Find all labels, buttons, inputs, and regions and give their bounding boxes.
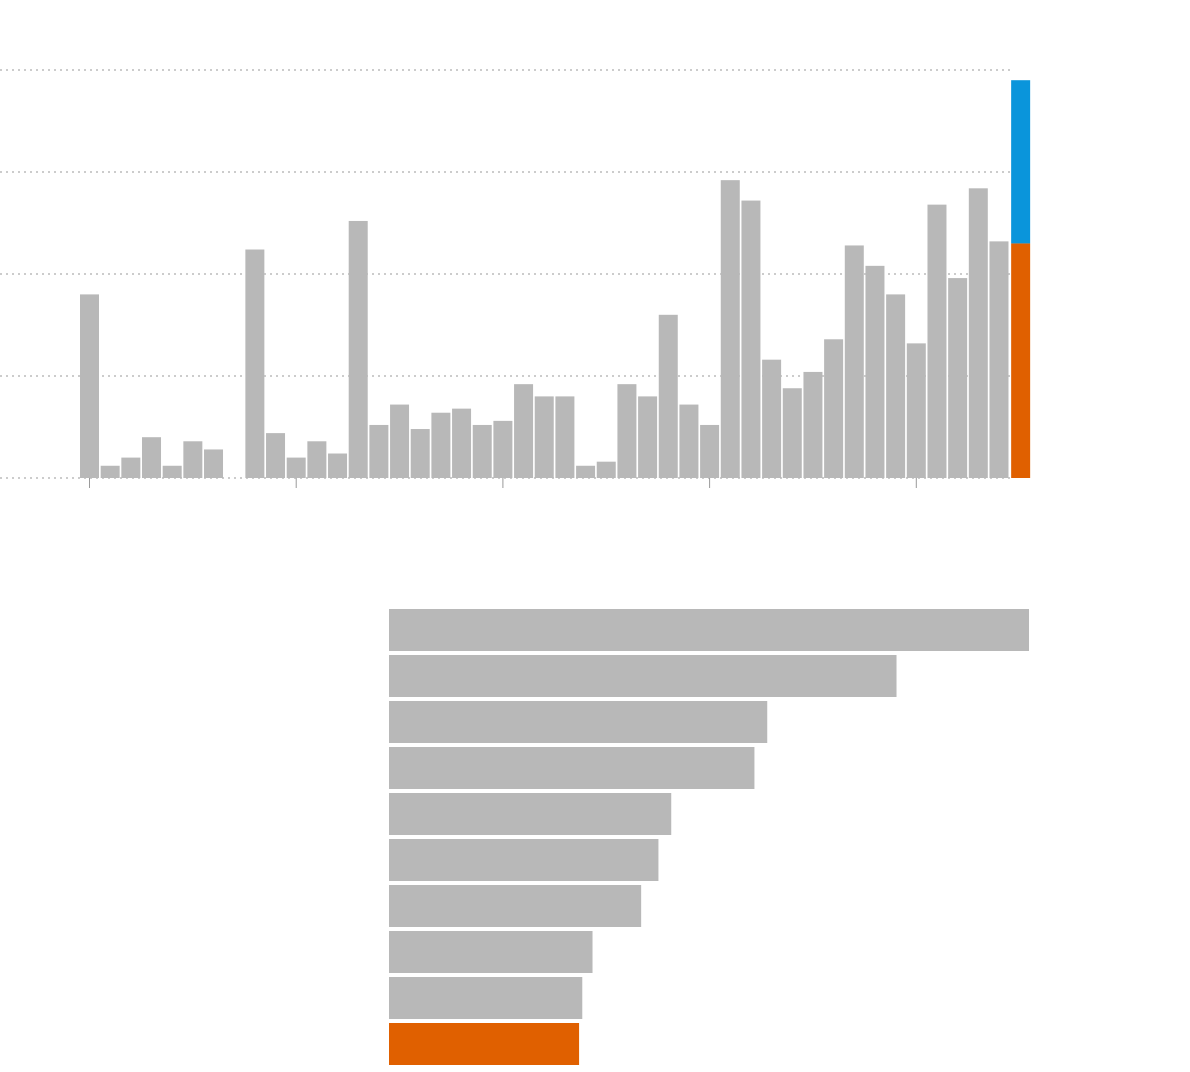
bar-2 (121, 457, 141, 478)
hbar-7 (389, 931, 593, 973)
bar-17 (431, 412, 451, 478)
hbar-3 (389, 747, 755, 789)
vertical-bar-chart (0, 69, 1031, 488)
last-bar-segment-1 (1011, 80, 1031, 244)
bar-32 (741, 200, 761, 478)
bar-3 (142, 437, 162, 478)
bar-37 (844, 245, 864, 478)
bar-42 (948, 278, 968, 478)
bar-40 (906, 343, 926, 478)
bar-10 (286, 457, 306, 478)
bar-28 (658, 314, 678, 478)
bar-4 (162, 465, 182, 478)
bar-21 (514, 384, 534, 478)
bar-33 (762, 359, 782, 478)
hbar-5 (389, 839, 659, 881)
bar-23 (555, 396, 575, 478)
hbar-0 (389, 609, 1029, 651)
bar-1 (100, 465, 120, 478)
bar-6 (204, 449, 224, 478)
bar-16 (410, 429, 430, 478)
bar-25 (596, 461, 616, 478)
bar-31 (720, 180, 740, 478)
bar-36 (824, 339, 844, 478)
bar-14 (369, 424, 389, 478)
hbar-1 (389, 655, 897, 697)
bar-0 (80, 294, 99, 478)
bar-15 (390, 404, 410, 478)
bar-43 (968, 188, 988, 478)
bar-5 (183, 441, 203, 478)
last-bar-segment-0 (1011, 243, 1031, 478)
bar-34 (782, 388, 802, 478)
bar-35 (803, 371, 823, 478)
bar-26 (617, 384, 637, 478)
bar-13 (348, 220, 368, 478)
bar-44 (989, 241, 1009, 478)
bar-20 (493, 420, 513, 478)
horizontal-bar-chart (389, 609, 1029, 1065)
bar-39 (886, 294, 906, 478)
hbar-9 (389, 1023, 580, 1065)
bar-8 (245, 249, 265, 478)
hbar-2 (389, 701, 768, 743)
bar-30 (700, 424, 720, 478)
bar-11 (307, 441, 327, 478)
bar-24 (576, 465, 596, 478)
bar-41 (927, 204, 947, 478)
hbar-6 (389, 885, 642, 927)
bar-18 (452, 408, 472, 478)
bar-22 (534, 396, 554, 478)
hbar-8 (389, 977, 583, 1019)
bar-12 (328, 453, 348, 478)
bar-9 (266, 433, 286, 478)
hbar-4 (389, 793, 672, 835)
bar-38 (865, 265, 885, 478)
bar-27 (638, 396, 658, 478)
bar-19 (472, 424, 492, 478)
bar-29 (679, 404, 699, 478)
